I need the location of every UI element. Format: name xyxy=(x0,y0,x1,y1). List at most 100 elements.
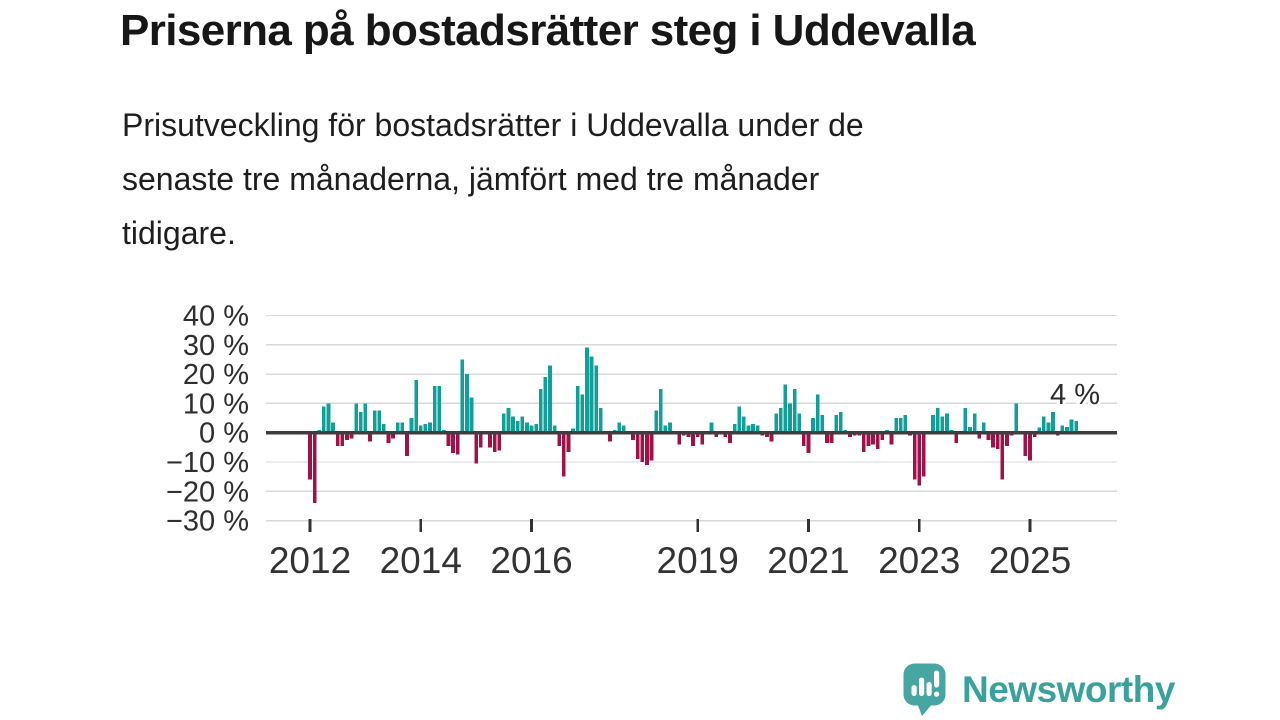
bar-month xyxy=(432,385,437,433)
bar-month xyxy=(788,403,792,433)
bar-month xyxy=(838,412,843,433)
bar-month xyxy=(931,415,935,433)
bar-month xyxy=(792,388,797,433)
bar-month xyxy=(686,432,691,438)
bar-month xyxy=(714,432,718,438)
bar-month xyxy=(525,422,529,433)
bar-month xyxy=(488,432,492,448)
bar-month xyxy=(358,412,363,433)
bar-month xyxy=(1065,426,1069,433)
x-tick-label: 2014 xyxy=(380,540,462,581)
bar-month xyxy=(751,423,755,433)
chart-subtitle: Prisutveckling för bostadsrätter i Uddev… xyxy=(122,107,864,251)
bar-month xyxy=(848,432,852,438)
bar-month xyxy=(645,432,649,465)
bar-month xyxy=(548,365,552,433)
bar-month xyxy=(622,425,626,433)
bar-month xyxy=(598,407,603,433)
bar-month xyxy=(1074,420,1078,433)
bar-month xyxy=(778,407,783,433)
bar-month xyxy=(575,385,580,433)
bar-month xyxy=(631,432,635,441)
axes xyxy=(266,431,1117,532)
bar-month xyxy=(654,410,658,433)
bar-month xyxy=(880,432,885,441)
bar-month xyxy=(640,432,645,462)
bar-month xyxy=(446,432,451,446)
bar-month xyxy=(478,432,483,448)
bars xyxy=(308,347,1078,504)
bar-month xyxy=(783,384,788,433)
bar-month xyxy=(391,432,395,439)
bar-month xyxy=(580,394,585,433)
bar-month xyxy=(700,432,705,445)
bar-month xyxy=(423,423,428,433)
bar-month xyxy=(972,413,977,433)
bar-month xyxy=(414,379,418,433)
bar-month xyxy=(571,428,575,433)
bar-month xyxy=(802,432,806,446)
bar-month xyxy=(986,432,991,441)
bar-month xyxy=(608,432,612,442)
bar-month xyxy=(774,413,778,433)
bar-month xyxy=(866,432,871,446)
bar-month xyxy=(709,422,714,433)
bar-month xyxy=(903,415,908,433)
bar-month xyxy=(469,397,474,433)
bar-month xyxy=(368,432,372,442)
bar-month xyxy=(428,422,432,433)
y-tick-label: 20 % xyxy=(183,359,249,391)
bar-month xyxy=(1051,412,1055,433)
bar-month xyxy=(538,388,543,433)
bar-month xyxy=(668,422,672,433)
bar-month xyxy=(982,422,986,433)
bar-month xyxy=(552,425,557,433)
bar-month xyxy=(400,422,405,433)
y-tick-label: 40 % xyxy=(183,301,249,333)
newsworthy-logo: Newsworthy xyxy=(902,662,1175,717)
bar-month xyxy=(875,432,880,449)
bar-month xyxy=(1060,425,1065,433)
bar-month xyxy=(995,432,1000,449)
bar-month xyxy=(742,416,746,433)
bar-month xyxy=(395,422,400,433)
bar-month xyxy=(326,403,331,433)
bar-month xyxy=(585,347,589,433)
bar-month xyxy=(340,432,345,446)
bar-month xyxy=(1069,419,1074,433)
y-tick-label: −20 % xyxy=(166,476,249,508)
bar-month xyxy=(940,416,945,433)
bar-month xyxy=(465,374,469,433)
bar-month xyxy=(871,432,875,445)
bar-month xyxy=(968,426,972,433)
brand-name: Newsworthy xyxy=(962,668,1175,710)
bar-month xyxy=(589,356,594,433)
bar-month xyxy=(765,432,769,438)
latest-value-annotation: 4 % xyxy=(1050,379,1100,411)
bar-month xyxy=(492,432,497,452)
bar-month xyxy=(935,407,940,433)
bar-month xyxy=(511,416,515,433)
bar-month xyxy=(945,413,949,433)
bar-month xyxy=(728,432,732,443)
bar-month xyxy=(691,432,695,446)
bar-month xyxy=(322,406,326,433)
bar-month xyxy=(506,407,511,433)
bar-month xyxy=(520,416,525,433)
page-title: Priserna på bostadsrätter steg i Uddeval… xyxy=(120,6,976,55)
bar-month xyxy=(382,423,386,433)
y-gridlines xyxy=(266,314,1117,522)
bar-month xyxy=(894,418,898,433)
bar-month xyxy=(1000,432,1005,480)
bar-month xyxy=(811,418,815,433)
bar-month xyxy=(922,432,926,477)
bar-month xyxy=(1032,432,1037,438)
bar-month xyxy=(723,432,728,438)
bar-month xyxy=(312,432,317,504)
bar-month xyxy=(737,406,742,433)
bar-month xyxy=(663,425,668,433)
bar-month xyxy=(331,422,335,433)
bar-month xyxy=(617,422,622,433)
bar-month xyxy=(451,432,455,454)
